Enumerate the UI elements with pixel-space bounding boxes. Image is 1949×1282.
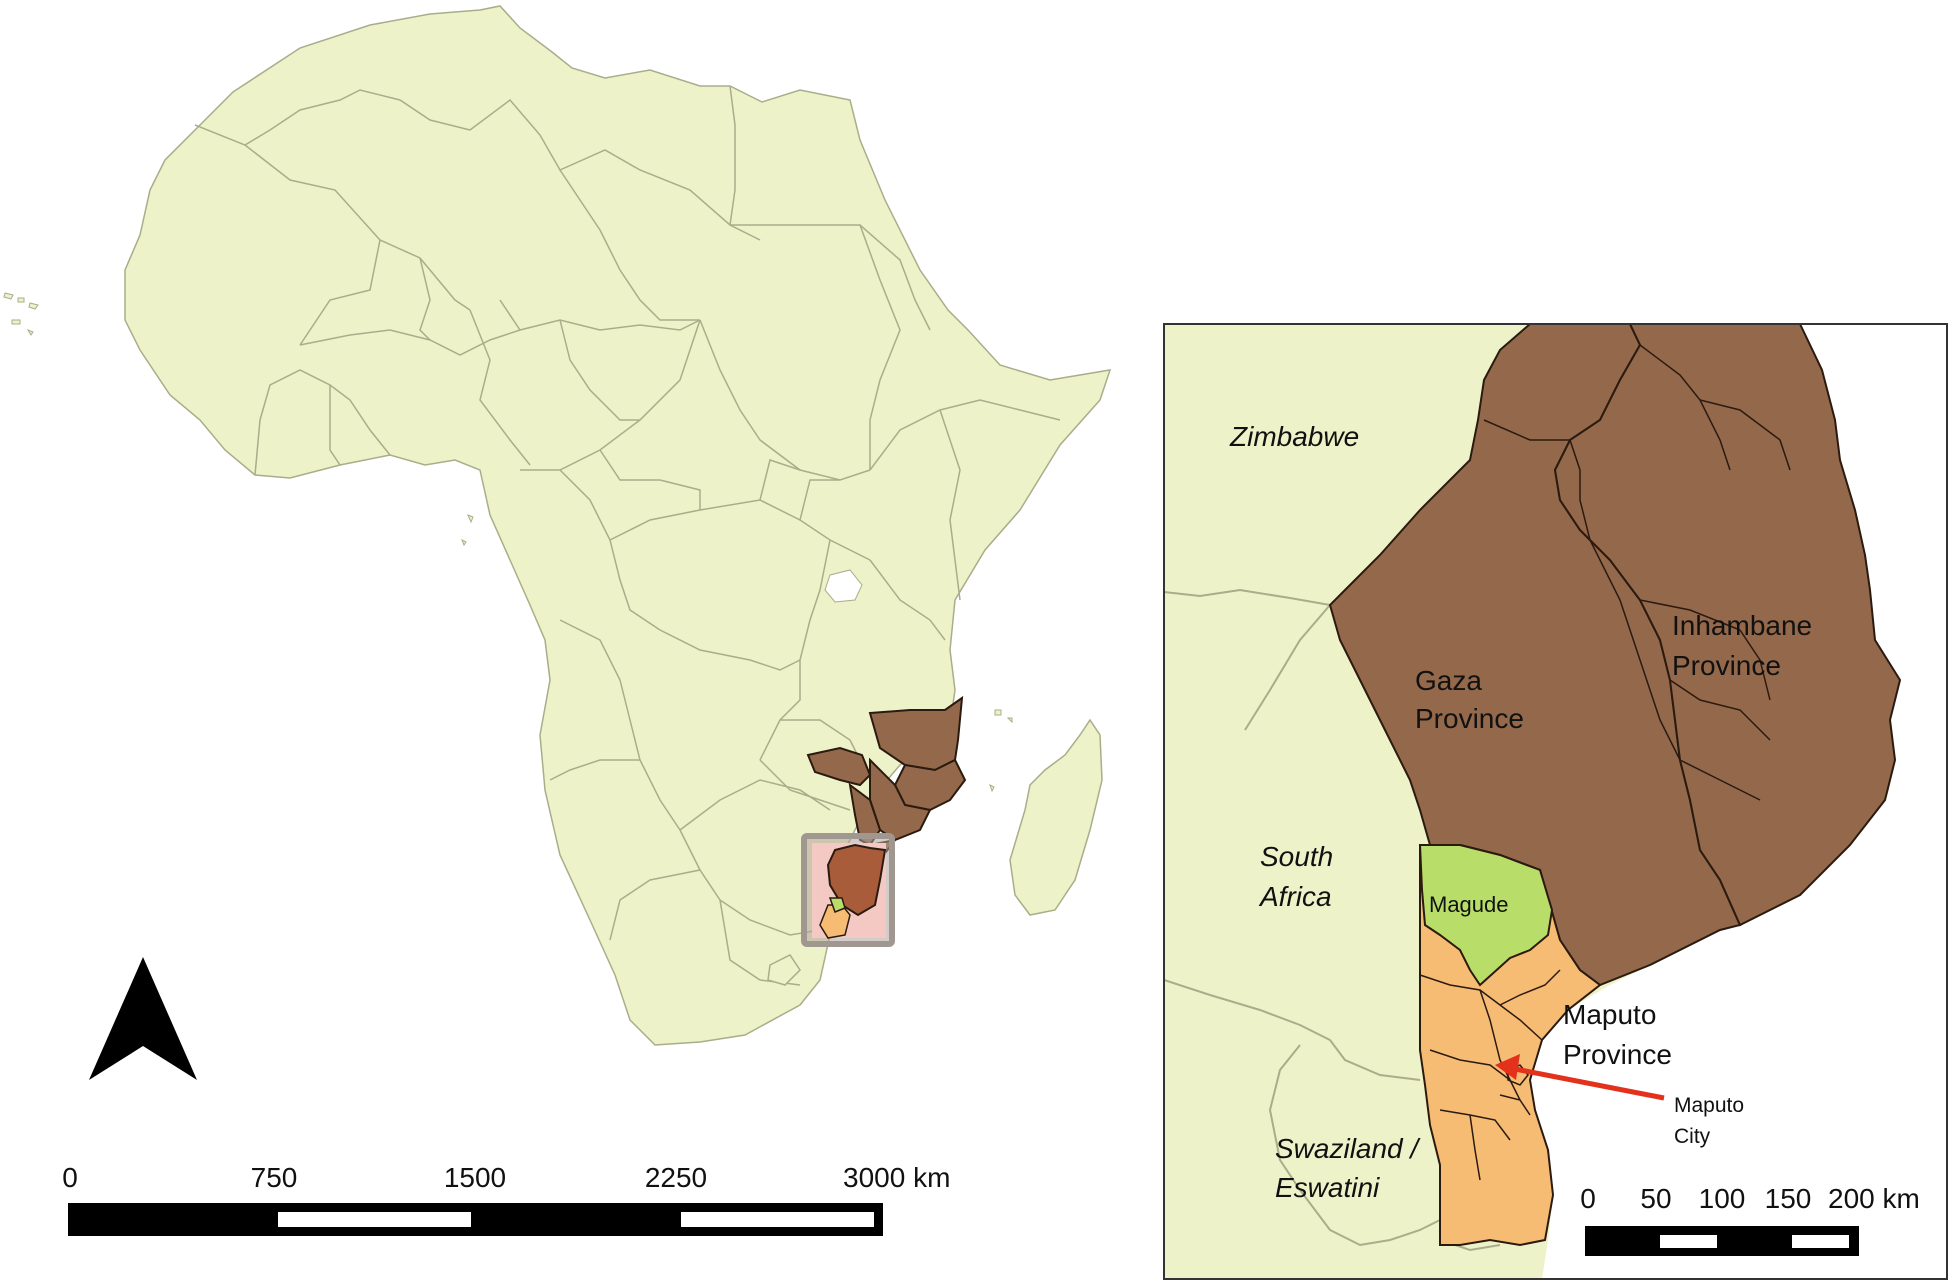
label-maputo-city-1: Maputo — [1674, 1094, 1744, 1117]
canary-islands — [3, 292, 39, 336]
inset-scale-tick-200: 200 km — [1828, 1183, 1920, 1214]
main-scale-tick-3000: 3000 km — [843, 1162, 950, 1193]
label-gaza-2: Province — [1415, 703, 1524, 734]
inset-map: Zimbabwe South Africa Swaziland / Eswati… — [1163, 323, 1948, 1280]
comoros-islands — [989, 709, 1013, 793]
district-lines — [1483, 344, 1791, 801]
maputo-city-arrowhead — [1495, 1054, 1520, 1080]
label-zimbabwe: Zimbabwe — [1229, 421, 1359, 452]
inset-country-borders — [1164, 588, 1501, 1252]
magude-mini — [828, 897, 846, 913]
label-swaziland-1: Swaziland / — [1275, 1133, 1421, 1164]
inset-scale-tick-0: 0 — [1580, 1183, 1596, 1214]
main-scale-tick-750: 750 — [251, 1162, 298, 1193]
label-maputo-province-2: Province — [1563, 1039, 1672, 1070]
maputo-city-arrow — [1509, 1065, 1665, 1101]
inset-scale-bar-segment-2 — [1660, 1235, 1717, 1248]
inset-frame — [1163, 323, 1948, 1280]
main-scale-bar-segment-2 — [278, 1212, 471, 1227]
main-scale-bar: 0 750 1500 2250 3000 km — [62, 1162, 950, 1236]
magude-district — [1418, 844, 1554, 987]
lake-victoria — [824, 569, 863, 603]
lesotho — [767, 954, 801, 986]
main-scale-tick-1500: 1500 — [444, 1162, 506, 1193]
north-arrow-icon — [89, 957, 197, 1080]
inset-scale-bar-segment-4 — [1792, 1235, 1849, 1248]
label-gaza-1: Gaza — [1415, 665, 1482, 696]
gulf-of-guinea-islands — [461, 514, 474, 547]
madagascar-island — [1009, 718, 1103, 916]
label-inhambane-2: Province — [1672, 650, 1781, 681]
country-borders — [194, 85, 1061, 986]
inset-scale-bar: 0 50 100 150 200 km — [1580, 1183, 1920, 1256]
label-swaziland-2: Eswatini — [1275, 1172, 1380, 1203]
niassa-cabo-delgado — [868, 695, 964, 772]
tete — [806, 746, 872, 787]
label-magude: Magude — [1429, 892, 1509, 917]
inset-scale-tick-100: 100 — [1699, 1183, 1746, 1214]
main-scale-tick-2250: 2250 — [645, 1162, 707, 1193]
mozambique-provinces — [806, 695, 967, 867]
main-scale-bar-segment-4 — [681, 1212, 874, 1227]
africa-main-map: 0 750 1500 2250 3000 km — [3, 5, 1112, 1236]
label-south-africa-2: Africa — [1258, 881, 1332, 912]
label-south-africa-1: South — [1260, 841, 1333, 872]
label-maputo-province-1: Maputo — [1563, 999, 1656, 1030]
inset-ocean — [1530, 324, 1947, 1279]
label-inhambane-1: Inhambane — [1672, 610, 1812, 641]
inset-scale-tick-50: 50 — [1640, 1183, 1671, 1214]
label-maputo-city-2: City — [1674, 1125, 1711, 1148]
africa-continent — [124, 5, 1112, 1046]
inset-scale-tick-150: 150 — [1765, 1183, 1812, 1214]
main-scale-tick-0: 0 — [62, 1162, 78, 1193]
